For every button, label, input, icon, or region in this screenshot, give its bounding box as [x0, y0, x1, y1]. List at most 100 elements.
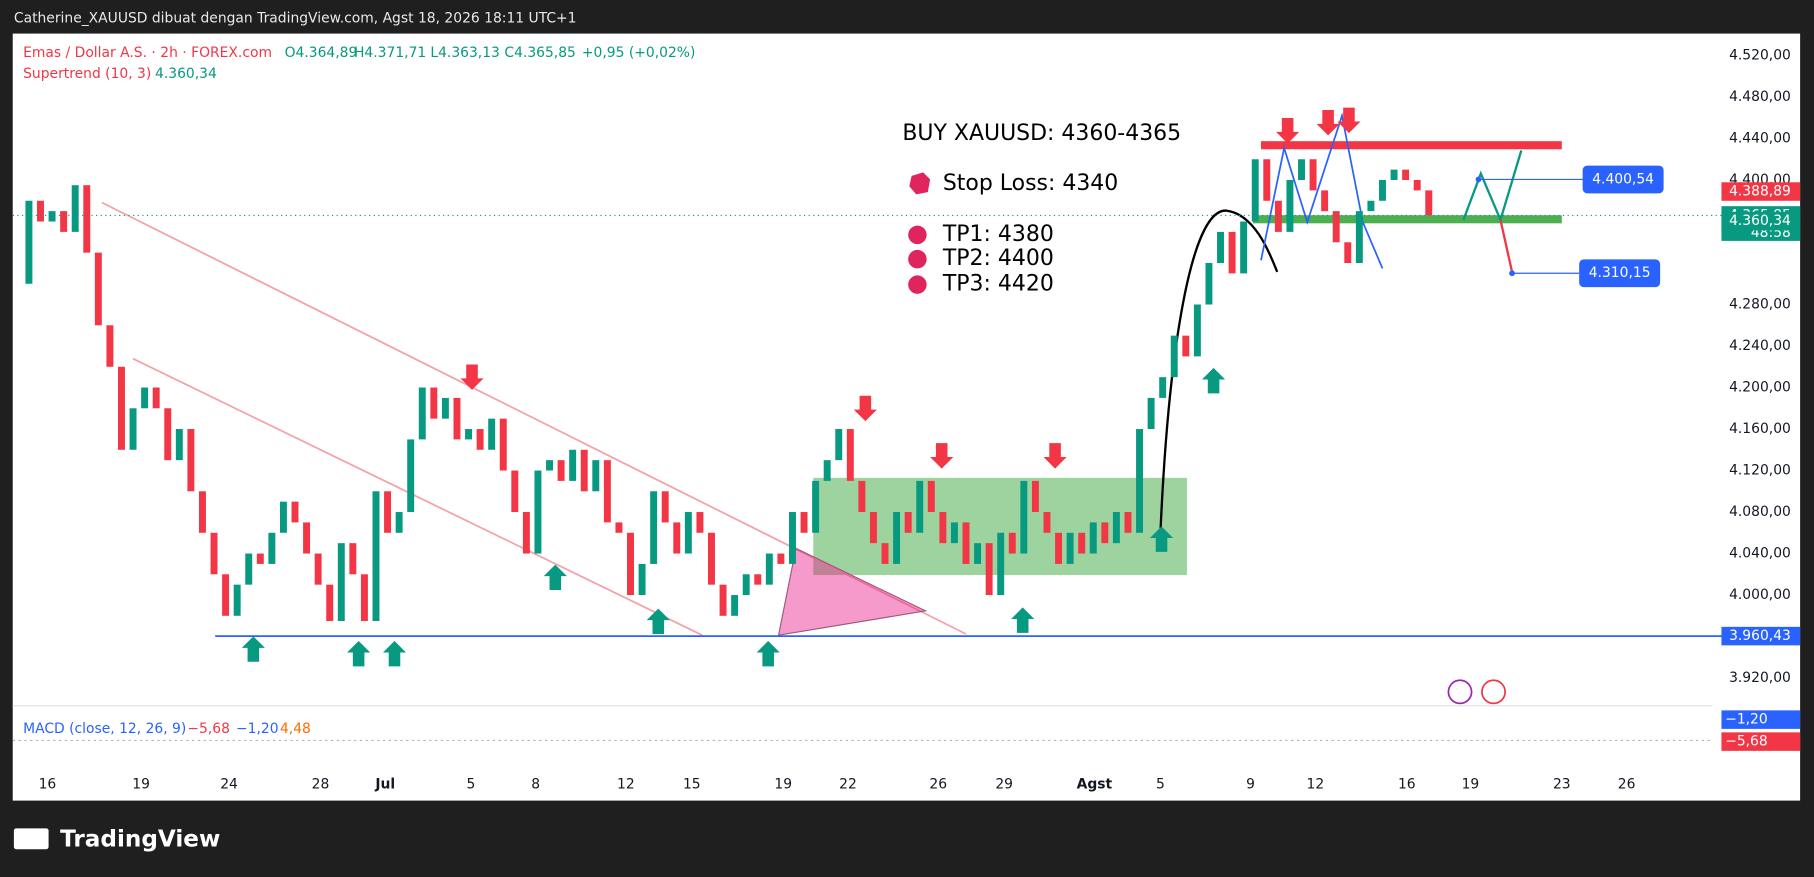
candle [337, 543, 345, 621]
candle [291, 501, 299, 523]
candle [812, 480, 820, 533]
trend-line [101, 201, 967, 635]
projection-down [1499, 219, 1514, 273]
candle [684, 512, 692, 554]
candle [407, 439, 415, 513]
macd-histogram: 4,48 [280, 721, 311, 737]
candle [742, 574, 750, 596]
x-tick-label: 9 [1246, 776, 1255, 792]
candle [499, 418, 507, 471]
candle [1321, 190, 1329, 212]
stop-loss: Stop Loss: 4340 [943, 171, 1118, 196]
chart-layer: 4.520,004.480,004.440,004.400,004.280,00… [12, 47, 1801, 792]
macd-badge-text: −5,68 [1725, 734, 1768, 750]
x-tick-label: 22 [839, 776, 857, 792]
x-tick-label: Jul [374, 776, 395, 792]
candle [893, 512, 901, 564]
candle [916, 480, 924, 533]
candle [615, 522, 623, 533]
candle [927, 480, 935, 513]
candle [175, 429, 183, 461]
legend-symbol: Emas / Dollar A.S. · 2h · FOREX.com [23, 45, 272, 61]
candle [118, 366, 125, 450]
candle [418, 387, 426, 440]
candle [349, 543, 357, 575]
candle [268, 532, 276, 564]
brand-logo [13, 828, 49, 850]
drawn-zigzag [1260, 112, 1384, 269]
candle [129, 408, 137, 450]
legend-indicator-value: 4.360,34 [155, 66, 217, 82]
chart-area [12, 33, 1801, 801]
candle [488, 418, 496, 450]
macd-label: MACD (close, 12, 26, 9) [23, 721, 186, 737]
candle [962, 522, 970, 564]
candle [1251, 159, 1259, 222]
signal-down [930, 443, 954, 469]
candle [106, 325, 114, 367]
price-badge-text: 4.360,34 [1729, 213, 1791, 229]
candle [430, 387, 438, 419]
candle [1344, 242, 1352, 264]
macd-badge [1721, 710, 1801, 729]
candle [1402, 169, 1410, 181]
target-text: 4.400,54 [1592, 171, 1654, 187]
y-tick-label: 4.160,00 [1729, 421, 1791, 437]
candle [696, 512, 704, 533]
candle [256, 553, 264, 564]
candle [765, 553, 773, 585]
candle [210, 532, 218, 575]
x-tick-label: 8 [531, 776, 540, 792]
candle [661, 491, 669, 523]
target-point [1509, 270, 1515, 277]
drawn-curve [1159, 209, 1279, 535]
signal-up [241, 636, 265, 662]
candle [279, 501, 287, 533]
macd-value: −5,68 [187, 721, 230, 737]
candle [60, 211, 68, 232]
candle [557, 460, 565, 481]
candle [314, 553, 322, 585]
candle [754, 574, 762, 585]
candle [233, 584, 241, 616]
candle [245, 553, 253, 585]
trend-line [132, 357, 703, 636]
target-box [1582, 165, 1664, 194]
signal-up [382, 640, 407, 667]
y-tick-label: 4.080,00 [1729, 504, 1791, 520]
y-tick-label: 4.440,00 [1729, 131, 1791, 147]
x-tick-label: 15 [683, 776, 701, 792]
candle [1020, 480, 1028, 554]
x-tick-label: 12 [617, 776, 635, 792]
support-zone [1252, 215, 1562, 224]
candle [164, 408, 172, 461]
macd-signal: −1,20 [236, 721, 279, 737]
candle [603, 460, 611, 523]
candle [731, 595, 739, 616]
candle [997, 532, 1005, 596]
candle [476, 429, 484, 450]
icon[interactable] [1447, 679, 1473, 705]
candle [372, 491, 380, 621]
candle [1031, 480, 1039, 513]
x-tick-label: Agst [1077, 776, 1113, 792]
candle [1147, 397, 1155, 430]
legend-change: +0,95 (+0,02%) [582, 45, 695, 61]
x-tick-label: 5 [1156, 776, 1165, 792]
candle [187, 429, 195, 492]
icon[interactable] [1481, 679, 1506, 705]
candle [846, 429, 854, 481]
x-tick-label: 26 [1618, 776, 1636, 792]
price-badge [1721, 182, 1801, 201]
candle [1124, 512, 1132, 533]
macd-badge [1721, 732, 1801, 751]
candle [326, 584, 334, 621]
x-tick-label: 16 [39, 776, 57, 792]
signal-down [1043, 443, 1067, 469]
y-tick-label: 4.240,00 [1729, 338, 1791, 354]
legend-open: O4.364,89 [285, 45, 358, 61]
x-tick-label: 29 [995, 776, 1013, 792]
signal-up [543, 564, 567, 591]
